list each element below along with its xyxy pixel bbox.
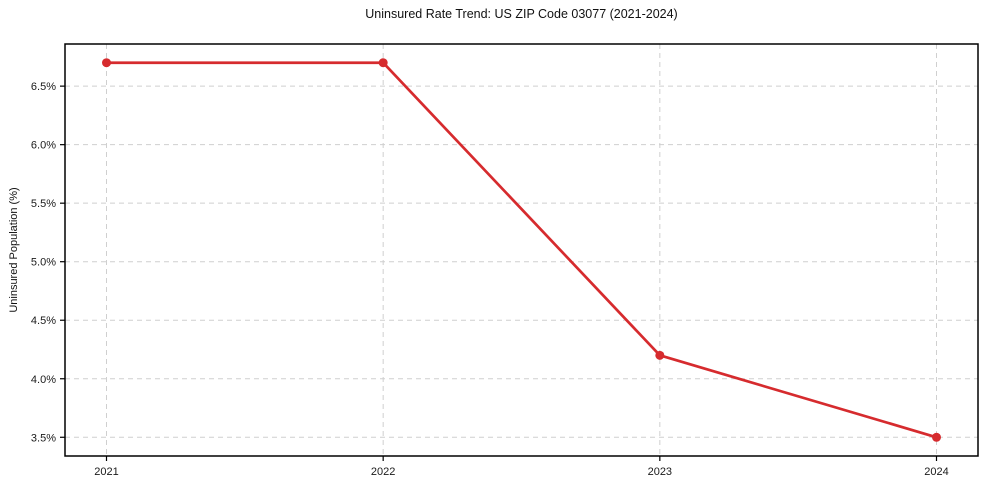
- y-tick-label: 5.5%: [31, 198, 56, 210]
- x-tick-label: 2021: [94, 466, 118, 478]
- data-point-2024: [932, 432, 941, 442]
- y-tick-label: 3.5%: [31, 432, 56, 444]
- data-point-2023: [655, 350, 665, 360]
- x-tick-label: 2024: [924, 466, 948, 478]
- data-point-2021: [102, 58, 111, 68]
- x-tick-label: 2022: [371, 466, 395, 478]
- y-tick-label: 4.0%: [31, 374, 56, 386]
- y-tick-label: 5.0%: [31, 257, 56, 269]
- trend-line: [105, 61, 938, 439]
- y-tick-label: 4.5%: [31, 315, 56, 327]
- plot-border: [64, 43, 979, 457]
- x-tick-label: 2023: [648, 466, 672, 478]
- y-tick-label: 6.0%: [31, 140, 56, 152]
- data-point-2022: [378, 58, 388, 68]
- chart-title: Uninsured Rate Trend: US ZIP Code 03077 …: [365, 7, 678, 21]
- y-axis-label: Uninsured Population (%): [8, 187, 20, 313]
- y-tick-label: 6.5%: [31, 81, 56, 93]
